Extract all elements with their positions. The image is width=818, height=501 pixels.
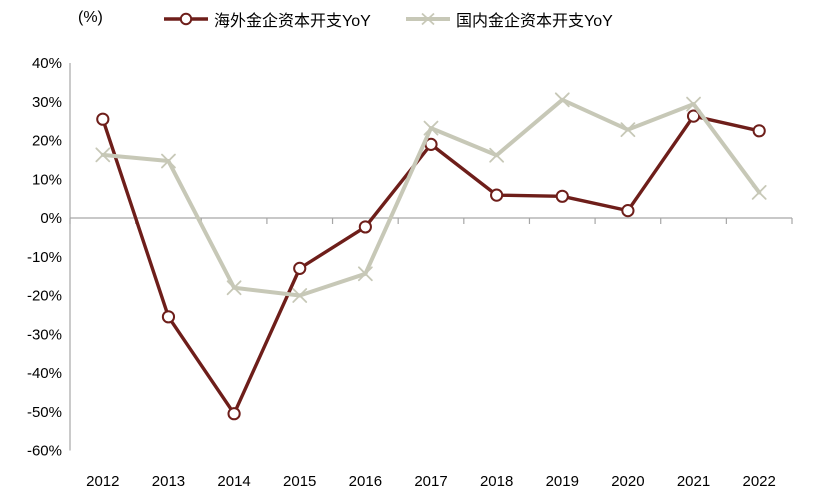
x-axis-tick-label: 2019	[546, 473, 579, 490]
data-point-marker-circle	[555, 189, 569, 203]
x-axis-tick-label: 2013	[152, 473, 185, 490]
y-axis-tick-label: -20%	[27, 288, 62, 305]
x-axis-tick-label: 2018	[480, 473, 513, 490]
data-point-marker-x	[357, 266, 373, 282]
x-axis-tick-label: 2014	[217, 473, 250, 490]
y-axis-tick-label: 30%	[32, 94, 62, 111]
x-axis-tick-label: 2022	[742, 473, 775, 490]
y-axis-tick-label: -40%	[27, 365, 62, 382]
legend-label-domestic-capex: 国内金企资本开支YoY	[456, 13, 613, 30]
y-axis-tick-label: -60%	[27, 443, 62, 460]
data-point-marker-x	[554, 92, 570, 108]
y-axis-tick-label: 10%	[32, 171, 62, 188]
y-axis-tick-label: 40%	[32, 55, 62, 72]
data-point-marker-x	[161, 153, 176, 169]
legend-item-domestic-capex: 国内金企资本开支YoY	[405, 7, 613, 31]
data-point-marker-x	[751, 185, 767, 200]
x-axis-tick-label: 2020	[611, 473, 644, 490]
data-point-marker-x	[95, 147, 111, 163]
data-point-marker-circle	[490, 188, 504, 202]
y-axis-tick-label: -50%	[27, 404, 62, 421]
data-point-marker-circle	[161, 310, 176, 324]
data-point-marker-x	[686, 96, 701, 112]
legend-item-overseas-capex: 海外金企资本开支YoY	[163, 7, 371, 31]
legend-line-x-marker-icon	[406, 12, 450, 26]
legend-line-circle-marker-icon	[164, 12, 208, 26]
y-axis-tick-label: -30%	[27, 326, 62, 343]
x-axis-tick-label: 2015	[283, 473, 316, 490]
data-point-marker-circle	[358, 220, 372, 234]
x-axis-tick-label: 2021	[677, 473, 710, 490]
y-axis-tick-label: 20%	[32, 133, 62, 150]
legend-label-overseas-capex: 海外金企资本开支YoY	[214, 13, 371, 30]
series-line-0	[101, 114, 761, 416]
data-point-marker-x	[423, 120, 439, 136]
y-axis-tick-label: -10%	[27, 249, 62, 266]
y-axis-tick-label: 0%	[40, 210, 62, 227]
y-axis-unit-label: (%)	[78, 9, 103, 26]
data-point-marker-circle	[227, 407, 241, 421]
x-axis-tick-label: 2012	[86, 473, 119, 490]
data-point-marker-circle	[686, 109, 701, 123]
data-point-marker-x	[620, 122, 636, 138]
data-point-marker-x	[292, 288, 308, 303]
data-point-marker-circle	[96, 112, 110, 126]
data-point-marker-x	[489, 147, 505, 163]
x-axis-tick-label: 2016	[349, 473, 382, 490]
data-point-marker-circle	[621, 204, 635, 218]
data-point-marker-circle	[293, 261, 307, 275]
data-point-marker-circle	[752, 124, 766, 138]
x-axis-tick-label: 2017	[414, 473, 447, 490]
data-point-marker-x	[226, 280, 242, 296]
